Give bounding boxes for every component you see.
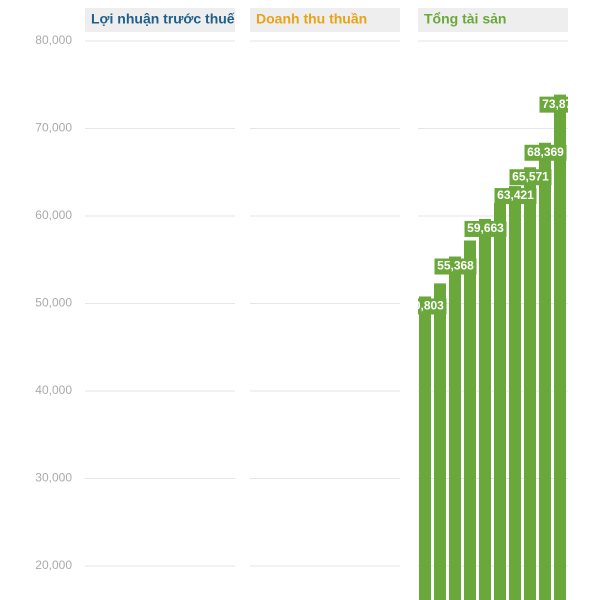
y-tick-label: 40,000 xyxy=(35,383,72,397)
value-label: 59,663 xyxy=(467,221,504,235)
y-tick-label: 30,000 xyxy=(35,471,72,485)
value-label: 55,368 xyxy=(437,259,474,273)
bar xyxy=(539,142,551,600)
value-label-bg xyxy=(509,169,552,186)
panel-title-bg xyxy=(85,8,235,32)
value-label: 73,870 xyxy=(542,97,579,111)
value-label-bg xyxy=(434,258,477,275)
bar xyxy=(509,186,521,600)
value-label: 68,369 xyxy=(527,145,564,159)
bar xyxy=(434,283,446,600)
value-label: 63,421 xyxy=(497,188,534,202)
panel-title: Lợi nhuận trước thuế xyxy=(91,11,235,27)
bar xyxy=(449,256,461,600)
value-label: 65,571 xyxy=(512,169,549,183)
value-label-bg xyxy=(464,220,507,237)
value-label-bg xyxy=(494,188,537,205)
bars: 50,803 55,368 59,663 63,421 65,571 68,369 73,8… xyxy=(407,94,579,600)
bar xyxy=(554,94,566,600)
bar xyxy=(419,296,431,600)
value-label: 50,803 xyxy=(407,299,444,313)
y-tick-label: 80,000 xyxy=(35,33,72,47)
value-label-bg xyxy=(524,144,567,161)
value-label-bg xyxy=(539,96,568,113)
panel-title: Tổng tài sản xyxy=(424,11,506,27)
bar xyxy=(524,167,536,600)
bar xyxy=(479,218,491,600)
bar xyxy=(494,202,506,600)
y-tick-label: 20,000 xyxy=(35,558,72,572)
value-label-bg xyxy=(418,298,447,315)
y-tick-label: 60,000 xyxy=(35,208,72,222)
panel-title-bg xyxy=(418,8,568,32)
bar xyxy=(464,240,476,600)
y-tick-label: 50,000 xyxy=(35,296,72,310)
panel-title-bg xyxy=(250,8,400,32)
panel-title: Doanh thu thuần xyxy=(256,11,367,27)
y-tick-label: 70,000 xyxy=(35,121,72,135)
